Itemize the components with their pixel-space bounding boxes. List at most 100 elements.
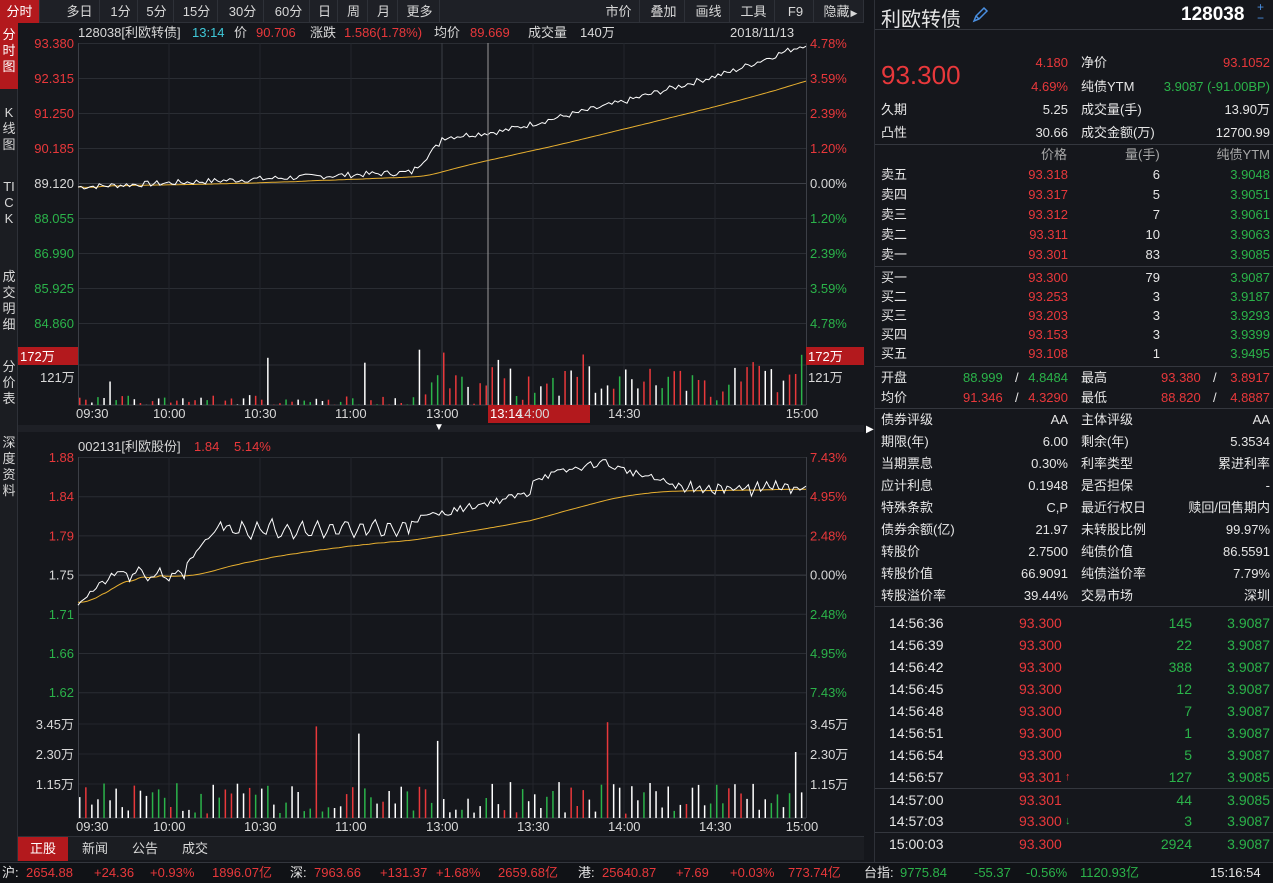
divider: [875, 606, 1273, 607]
bond-intraday-chart[interactable]: 93.380 92.315 91.250 90.185 89.120 88.055 86.9…: [18, 23, 864, 425]
chart1-vol-right-1: 121万: [808, 370, 843, 385]
expand-right-arrow-icon[interactable]: ▶: [866, 424, 874, 435]
vtab-tick[interactable]: TICK: [3, 179, 15, 226]
chart1-vol-right-0: 172万: [808, 349, 843, 364]
volume-bar: [382, 396, 384, 405]
tick-ytm: 3.9087: [1227, 813, 1270, 829]
ask-level-row: 卖四 93.317 5 3.9051: [875, 185, 1273, 205]
tab-weekly[interactable]: 周: [340, 0, 368, 23]
chart1-avg-value: 89.669: [470, 25, 510, 40]
volume-bar: [612, 784, 615, 818]
volume-bar: [722, 391, 724, 405]
divider: [875, 144, 1273, 145]
info-label: 特殊条款: [881, 500, 934, 515]
volume-bar: [291, 401, 293, 405]
volume-bar: [157, 398, 160, 405]
volume-bar: [406, 404, 409, 405]
volume-bar: [485, 798, 487, 818]
tab-multi-day[interactable]: 多日: [60, 0, 100, 23]
volume-value: 13.90万: [1224, 102, 1270, 117]
tick-row: 14:57:00 93.301 44 3.9085: [875, 789, 1273, 811]
bond-name: 利欧转债: [881, 9, 961, 31]
chart-divider[interactable]: ▼: [18, 422, 864, 433]
tick-time: 14:57:00: [889, 792, 944, 808]
info-value: 21.97: [1035, 522, 1068, 537]
volume-bar: [734, 784, 736, 818]
chart2-background: [18, 432, 864, 834]
volume-bar: [661, 388, 663, 405]
bottom-tabs: 正股 新闻 公告 成交: [18, 836, 864, 861]
tools-button[interactable]: 工具: [733, 0, 775, 23]
overlay-button[interactable]: 叠加: [643, 0, 685, 23]
bid-level-price: 93.253: [1028, 289, 1068, 304]
convexity-row: 凸性 30.66 成交金额(万) 12700.99: [875, 123, 1273, 143]
volume-bar: [509, 368, 512, 405]
volume-bar: [267, 357, 269, 405]
sz-pct: +1.68%: [436, 865, 481, 880]
tab-news[interactable]: 新闻: [81, 841, 108, 856]
avg-ytm: 4.3290: [1028, 390, 1068, 405]
volume-bar: [728, 788, 730, 818]
add-remove-icon[interactable]: + −: [1257, 0, 1265, 25]
tab-daily[interactable]: 日: [312, 0, 338, 23]
tick-time: 14:57:03: [889, 813, 944, 829]
info-value: 2.7500: [1028, 544, 1068, 559]
bid-level-label: 买二: [881, 289, 908, 304]
tab-underlying-stock[interactable]: 正股: [18, 837, 68, 861]
volume-bar: [716, 784, 718, 818]
f9-button[interactable]: F9: [778, 0, 814, 23]
stock-intraday-chart[interactable]: 1.88 1.84 1.79 1.75 1.71 1.66 1.62 7.43% 4.95% 2…: [18, 432, 864, 834]
volume-bar: [91, 402, 93, 405]
volume-bar: [740, 381, 742, 405]
vtab-trade-details[interactable]: 成交明细: [2, 269, 16, 332]
chart2-x-label: 14:00: [608, 819, 641, 834]
tw-price: 9775.84: [900, 865, 947, 880]
chart1-y-right-label: 0.00%: [810, 176, 847, 191]
chart2-y-left-label: 1.62: [49, 685, 74, 700]
info-label: 交易市场: [1081, 588, 1134, 603]
volume-bar: [151, 792, 154, 818]
vtab-depth-info[interactable]: 深度资料: [2, 435, 16, 498]
vtab-kline-chart[interactable]: K线图: [2, 105, 16, 152]
market-price-button[interactable]: 市价: [598, 0, 640, 23]
info-label: 纯债价值: [1081, 544, 1134, 559]
tab-15min[interactable]: 15分: [176, 0, 218, 23]
tab-announcements[interactable]: 公告: [131, 841, 158, 856]
tab-monthly[interactable]: 月: [370, 0, 398, 23]
edit-pencil-icon[interactable]: [969, 4, 991, 26]
hide-button[interactable]: 隐藏▶: [818, 0, 864, 23]
volume-bar: [467, 798, 469, 818]
chart2-x-label: 15:00: [786, 819, 819, 834]
volume-bar: [552, 377, 554, 405]
tab-trades[interactable]: 成交: [181, 841, 208, 856]
volume-bar: [358, 733, 360, 818]
volume-bar: [800, 792, 803, 818]
volume-bar: [631, 379, 633, 405]
volume-bar: [503, 378, 506, 405]
chart1-vol-marker-right: [806, 347, 864, 365]
tick-volume: 7: [1184, 703, 1192, 719]
volume-bar: [261, 399, 263, 405]
tab-1min[interactable]: 1分: [104, 0, 138, 23]
tab-intraday[interactable]: 分时: [0, 0, 40, 23]
info-label: 期限(年): [881, 434, 929, 449]
vtab-intraday-chart[interactable]: 分时图: [0, 23, 18, 89]
draw-line-button[interactable]: 画线: [688, 0, 730, 23]
tab-more[interactable]: 更多: [400, 0, 440, 23]
volume-bar: [479, 806, 481, 818]
amount-value: 12700.99: [1215, 125, 1270, 140]
collapse-arrow-icon[interactable]: ▼: [434, 422, 444, 433]
volume-bar: [455, 809, 457, 818]
volume-bar: [540, 386, 542, 405]
tab-30min[interactable]: 30分: [222, 0, 264, 23]
tick-price: 93.300: [1019, 615, 1062, 631]
high-label: 最高: [1081, 370, 1108, 385]
vtab-price-table[interactable]: 分价表: [2, 359, 16, 406]
volume-bar: [400, 786, 402, 818]
tab-5min[interactable]: 5分: [140, 0, 174, 23]
info-value: 0.30%: [1031, 456, 1068, 471]
volume-bar: [194, 400, 196, 405]
chart2-x-label: 09:30: [76, 819, 109, 834]
tab-60min[interactable]: 60分: [268, 0, 310, 23]
volume-bar: [85, 399, 87, 405]
